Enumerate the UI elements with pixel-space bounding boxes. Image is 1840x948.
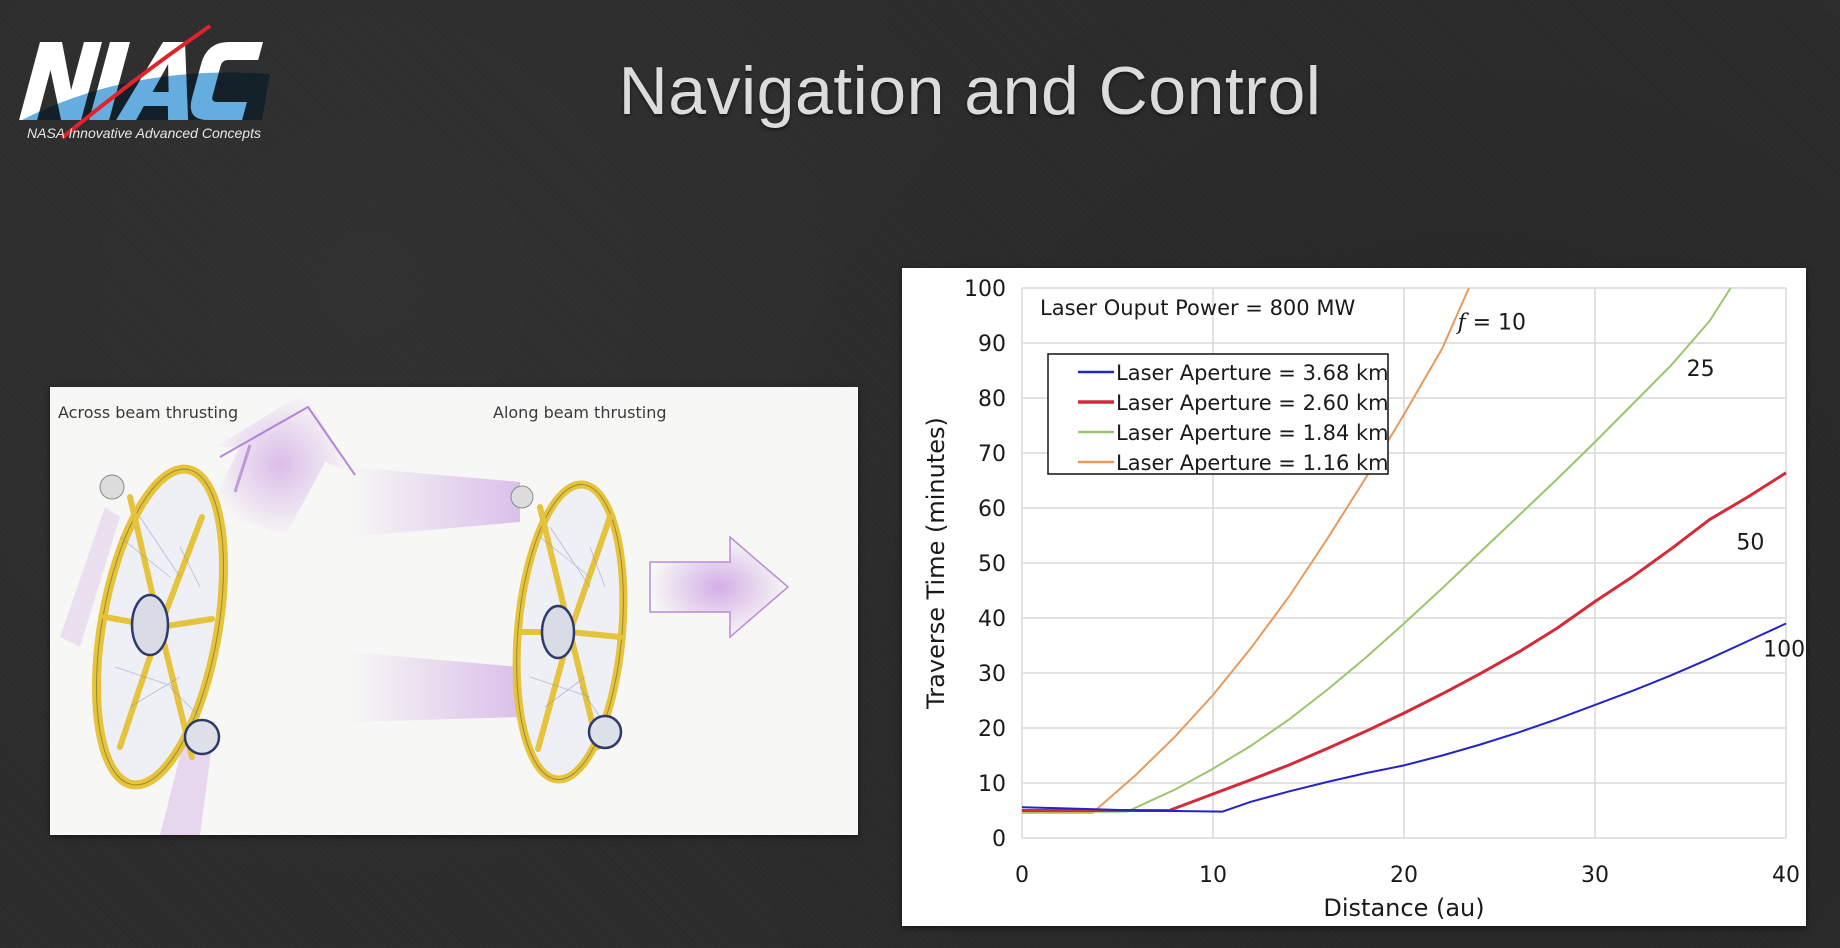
- x-tick-label: 0: [1015, 863, 1029, 888]
- along-beam-label: Along beam thrusting: [493, 403, 667, 422]
- thrusting-illustration: Across beam thrusting: [50, 387, 858, 835]
- y-tick-label: 90: [978, 332, 1006, 357]
- curve-labels: 100 50 25 f = 10: [1455, 310, 1805, 662]
- y-tick-label: 60: [978, 497, 1006, 522]
- y-tick-label: 80: [978, 387, 1006, 412]
- x-axis-label: Distance (au): [1323, 894, 1484, 922]
- y-tick-label: 30: [978, 662, 1006, 687]
- x-axis-ticks: 0 10 20 30 40: [1015, 863, 1800, 888]
- niac-logo-graphic: [19, 24, 270, 140]
- y-tick-label: 40: [978, 607, 1006, 632]
- y-tick-label: 20: [978, 717, 1006, 742]
- chart-lines: [1021, 287, 1787, 814]
- slide-title: Navigation and Control: [618, 53, 1322, 129]
- y-axis-label: Traverse Time (minutes): [922, 417, 950, 710]
- y-tick-label: 100: [964, 277, 1006, 302]
- across-beam-label: Across beam thrusting: [58, 403, 238, 422]
- series-line: [1022, 287, 1732, 813]
- x-tick-label: 10: [1199, 863, 1227, 888]
- y-tick-label: 0: [992, 827, 1006, 852]
- logo-subtitle: NASA Innovative Advanced Concepts: [27, 125, 261, 141]
- along-beam-sail: [350, 467, 790, 784]
- curve-label: 25: [1687, 357, 1715, 382]
- legend-label: Laser Aperture = 1.84 km: [1116, 421, 1389, 445]
- power-annotation: Laser Ouput Power = 800 MW: [1040, 296, 1355, 320]
- x-tick-label: 20: [1390, 863, 1418, 888]
- sail-sketch: Across beam thrusting: [58, 392, 790, 835]
- legend-label: Laser Aperture = 1.16 km: [1116, 451, 1389, 475]
- series-line: [1022, 287, 1470, 814]
- across-beam-sail: [60, 392, 356, 835]
- curve-label: 50: [1736, 530, 1764, 555]
- chart-legend: Laser Aperture = 3.68 km Laser Aperture =…: [1047, 353, 1389, 475]
- series-line: [1021, 622, 1787, 813]
- y-tick-label: 10: [978, 772, 1006, 797]
- niac-logo: NASA Innovative Advanced Concepts: [12, 20, 274, 141]
- curve-label: f = 10: [1455, 310, 1526, 335]
- traverse-time-chart: 0 10 20 30 40 50 60 70 80 90 100 0 10 20 30 40 100 50 25…: [902, 268, 1806, 926]
- x-tick-label: 40: [1772, 863, 1800, 888]
- y-tick-label: 50: [978, 552, 1006, 577]
- x-tick-label: 30: [1581, 863, 1609, 888]
- chart-svg: 0 10 20 30 40 50 60 70 80 90 100 0 10 20 30 40 100 50 25…: [922, 277, 1805, 922]
- legend-label: Laser Aperture = 2.60 km: [1116, 391, 1389, 415]
- y-axis-ticks: 0 10 20 30 40 50 60 70 80 90 100: [964, 277, 1006, 852]
- y-tick-label: 70: [978, 442, 1006, 467]
- legend-label: Laser Aperture = 3.68 km: [1116, 361, 1389, 385]
- curve-label: 100: [1763, 638, 1805, 663]
